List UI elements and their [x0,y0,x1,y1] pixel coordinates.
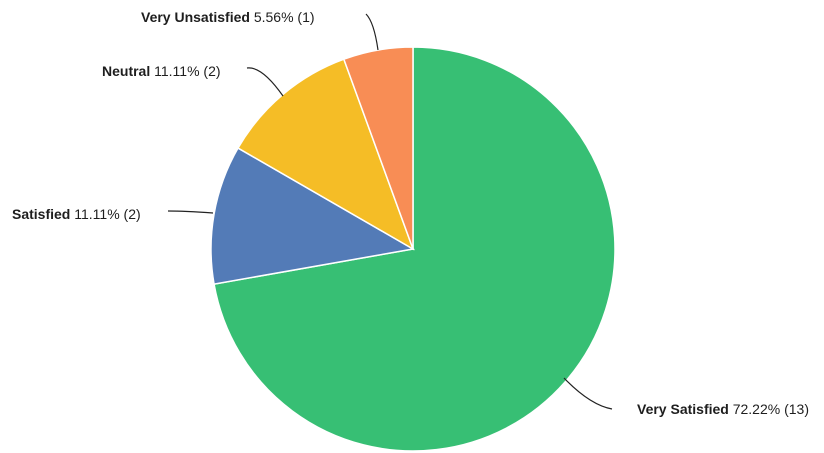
slice-label-percent: 5.56% [254,9,298,25]
slice-label-neutral: Neutral 11.11% (2) [102,63,221,79]
slice-label-count: (1) [297,9,314,25]
slice-label-name: Very Satisfied [637,401,733,417]
pie-slice-very-satisfied [213,46,616,452]
slice-label-satisfied: Satisfied 11.11% (2) [12,206,141,222]
slice-label-percent: 11.11% [74,206,123,222]
slice-labels: Very Satisfied 72.22% (13) Satisfied 11.1… [12,9,809,417]
slice-label-very-unsatisfied: Very Unsatisfied 5.56% (1) [141,9,315,25]
slice-label-count: (13) [784,401,809,417]
pie-slice-satisfied [210,147,416,285]
pie-slices [210,46,616,452]
leader-line-satisfied [167,210,214,214]
label-leader-lines [167,13,613,410]
pie-slice-neutral [237,58,415,251]
slice-label-count: (2) [203,63,220,79]
slice-label-name: Very Unsatisfied [141,9,254,25]
slice-label-very-satisfied: Very Satisfied 72.22% (13) [637,401,809,417]
pie-slice-very-unsatisfied [342,46,414,250]
slice-label-name: Satisfied [12,206,74,222]
slice-label-percent: 11.11% [154,63,203,79]
slice-label-name: Neutral [102,63,154,79]
slice-label-count: (2) [124,206,141,222]
leader-line-neutral [246,67,284,97]
leader-line-very-satisfied [563,377,613,410]
leader-line-very-unsatisfied [365,13,379,51]
slice-label-percent: 72.22% [733,401,784,417]
